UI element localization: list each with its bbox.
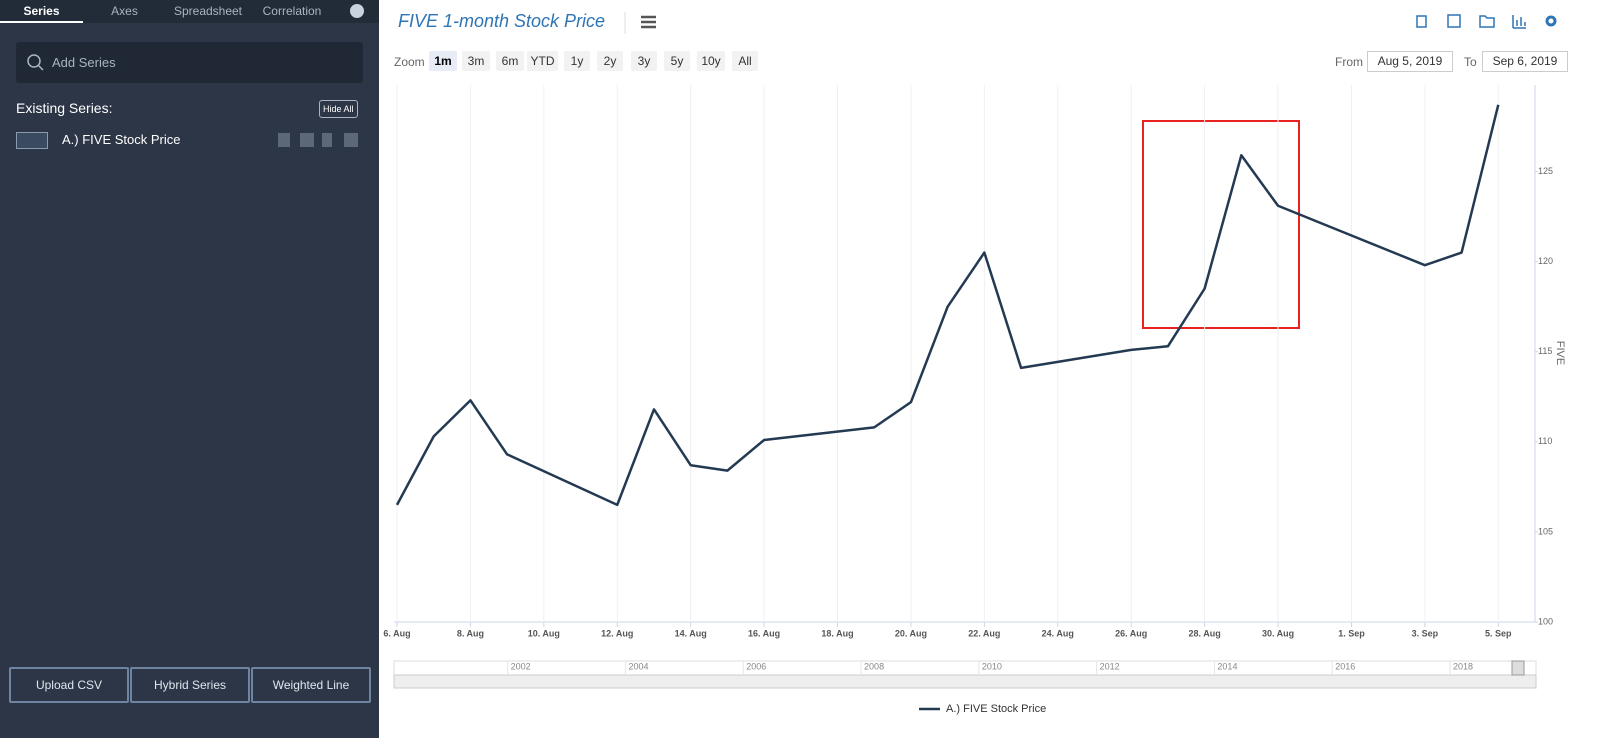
x-tick-label: 30. Aug	[1262, 628, 1294, 638]
y-tick-label: 110	[1538, 436, 1552, 446]
scrollbar[interactable]	[393, 674, 1537, 689]
tab[interactable]: Spreadsheet	[173, 4, 243, 18]
existing-label: Existing Series:	[16, 100, 113, 116]
zoom-button[interactable]: All	[732, 51, 758, 71]
tab[interactable]: Correlation	[262, 4, 322, 18]
collapse-button[interactable]	[350, 4, 364, 18]
sidebar: Series Axes Spreadsheet Correlation Add Ser…	[0, 0, 379, 738]
x-tick-label: 3. Sep	[1412, 628, 1439, 638]
from-label: From	[1335, 55, 1363, 69]
navigator-tick-label: 2012	[1100, 661, 1120, 671]
x-tick-label: 20. Aug	[895, 628, 927, 638]
zoom-button[interactable]: 3m	[462, 51, 490, 71]
chart-title: FIVE 1-month Stock Price	[398, 11, 605, 31]
navigator-tick-label: 2004	[628, 661, 648, 671]
series-line	[395, 104, 1500, 507]
search-placeholder: Add Series	[52, 55, 116, 70]
x-tick-label: 6. Aug	[383, 628, 410, 638]
series-actions[interactable]	[278, 133, 358, 147]
tab-bar: Series Axes Spreadsheet Correlation	[0, 0, 379, 23]
zoom-button[interactable]: 1y	[564, 51, 590, 71]
x-tick-label: 10. Aug	[528, 628, 560, 638]
zoom-button[interactable]: YTD	[527, 51, 558, 71]
to-label: To	[1464, 55, 1477, 69]
y-tick-label: 100	[1538, 616, 1553, 626]
x-tick-label: 24. Aug	[1042, 628, 1074, 638]
y-tick-label: 125	[1538, 166, 1553, 176]
zoom-button[interactable]: 3y	[631, 51, 657, 71]
y-tick-label: 120	[1538, 256, 1553, 266]
navigator-tick-label: 2002	[511, 661, 531, 671]
highlight-box	[1142, 120, 1300, 329]
navigator-tick-label: 2014	[1217, 661, 1237, 671]
x-tick-label: 18. Aug	[821, 628, 853, 638]
footer-button[interactable]: Upload CSV	[9, 667, 129, 703]
hide-all-button[interactable]: Hide All	[319, 100, 358, 118]
to-date[interactable]: Sep 6, 2019	[1482, 51, 1568, 72]
x-tick-label: 22. Aug	[968, 628, 1000, 638]
y-axis-label: FIVE	[1554, 341, 1566, 365]
zoom-button[interactable]: 2y	[597, 51, 623, 71]
legend-label: A.) FIVE Stock Price	[946, 703, 1046, 715]
x-tick-label: 5. Sep	[1485, 628, 1512, 638]
navigator-tick-label: 2018	[1453, 661, 1473, 671]
y-tick-label: 105	[1538, 526, 1553, 536]
toolbar-icons[interactable]	[1416, 14, 1557, 29]
x-tick-label: 12. Aug	[601, 628, 633, 638]
x-tick-label: 14. Aug	[675, 628, 707, 638]
zoom-button[interactable]: 5y	[664, 51, 690, 71]
zoom-label: Zoom	[394, 55, 425, 69]
footer-button[interactable]: Weighted Line	[251, 667, 371, 703]
footer-button[interactable]: Hybrid Series	[130, 667, 250, 703]
search-icon	[27, 54, 44, 71]
tab[interactable]: Axes	[111, 4, 138, 18]
zoom-button[interactable]: 6m	[496, 51, 524, 71]
zoom-button[interactable]: 1m	[429, 51, 457, 71]
x-tick-label: 1. Sep	[1338, 628, 1365, 638]
navigator-handle[interactable]	[1511, 660, 1525, 676]
navigator[interactable]	[393, 660, 1537, 676]
x-tick-label: 26. Aug	[1115, 628, 1147, 638]
navigator-tick-label: 2008	[864, 661, 884, 671]
zoom-button[interactable]: 10y	[697, 51, 725, 71]
tab[interactable]: Series	[0, 4, 83, 23]
menu-icon[interactable]	[641, 15, 656, 29]
series-swatch	[16, 132, 48, 149]
series-name: A.) FIVE Stock Price	[62, 132, 181, 147]
x-tick-label: 8. Aug	[457, 628, 484, 638]
navigator-tick-label: 2010	[982, 661, 1002, 671]
search-box[interactable]: Add Series	[16, 42, 363, 83]
y-tick-label: 115	[1538, 346, 1552, 356]
x-tick-label: 16. Aug	[748, 628, 780, 638]
navigator-tick-label: 2006	[746, 661, 766, 671]
from-date[interactable]: Aug 5, 2019	[1367, 51, 1453, 72]
x-tick-label: 28. Aug	[1189, 628, 1221, 638]
navigator-tick-label: 2016	[1335, 661, 1355, 671]
